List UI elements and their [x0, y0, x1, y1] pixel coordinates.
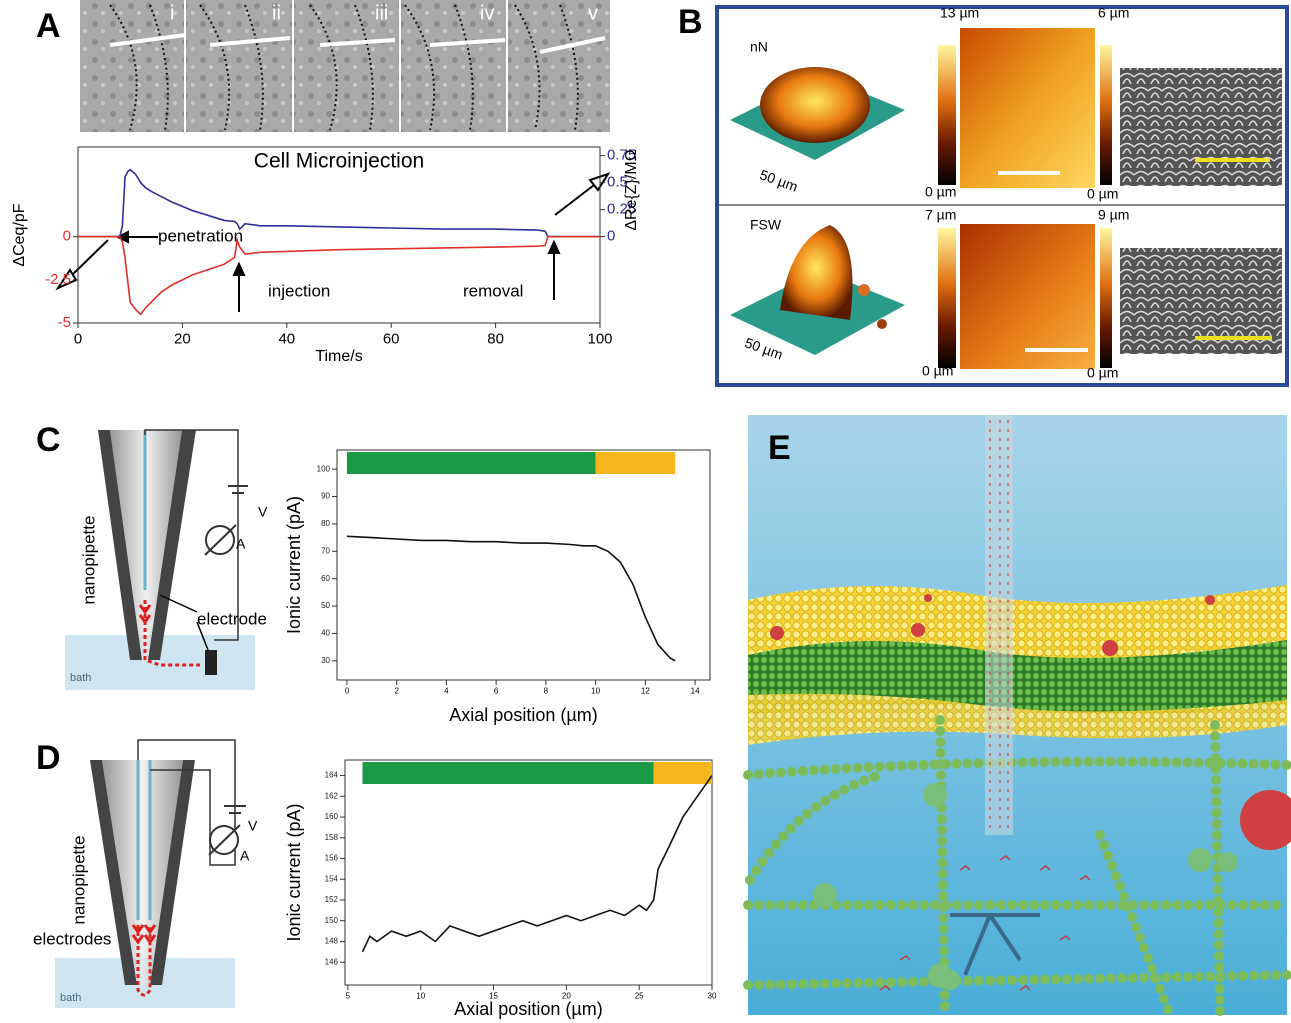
y-tick-label: 160 [325, 812, 339, 821]
schematic-label: electrode [197, 609, 267, 628]
y-tick-label: 162 [325, 791, 339, 800]
colorbar-min: 0 µm [1087, 365, 1118, 381]
schematic-label: V [258, 504, 268, 520]
x-tick-label: 80 [487, 330, 504, 347]
y-tick-label: 164 [325, 771, 339, 780]
y-tick-label: 70 [321, 546, 330, 555]
frame-label: iii [375, 2, 388, 24]
y-tick-label: 60 [321, 574, 330, 583]
row-label: nN [750, 39, 768, 55]
schematic-label: electrodes [33, 929, 111, 948]
micrograph-strip [80, 0, 610, 132]
x-tick-label: 10 [591, 687, 600, 696]
panel-label: D [36, 739, 61, 777]
plot-frame [337, 450, 710, 680]
frame-label: v [588, 2, 598, 24]
region-bar [596, 452, 676, 474]
data-line [347, 536, 675, 661]
schematic-label: bath [70, 672, 91, 684]
y-axis-label: ΔCeq/pF [11, 203, 28, 266]
colorbar-min: 0 µm [1087, 186, 1118, 202]
arrows [58, 174, 608, 312]
y-tick-label: 40 [321, 629, 330, 638]
chart-title: Cell Microinjection [254, 150, 424, 173]
row-label: FSW [750, 217, 782, 233]
data-line [363, 776, 713, 952]
x-tick-label: 12 [641, 687, 650, 696]
y-tick-label: 80 [321, 519, 330, 528]
x-tick-label: 30 [708, 992, 717, 1001]
y-tick-label: -5 [58, 314, 71, 331]
y-tick-label: 30 [321, 656, 330, 665]
x-tick-label: 5 [346, 992, 351, 1001]
x-tick-label: 2 [394, 687, 399, 696]
x-axis-label: Time/s [315, 348, 362, 365]
panel-label: B [678, 3, 703, 41]
y-tick-label: 146 [325, 957, 339, 966]
data-line [78, 237, 600, 315]
data-line [78, 170, 600, 237]
annotation: penetration [158, 226, 243, 245]
schematic-label: nanopipette [79, 516, 98, 605]
x-tick-label: 10 [416, 992, 425, 1001]
x-tick-label: 25 [635, 992, 644, 1001]
region-bar [347, 452, 596, 474]
y-tick-label: 152 [325, 895, 339, 904]
y-tick-label: 0 [63, 228, 71, 245]
x-tick-label: 60 [383, 330, 400, 347]
x-tick-label: 0 [74, 330, 82, 347]
x-axis-label: Axial position (µm) [449, 705, 597, 725]
y-tick-label: 158 [325, 833, 339, 842]
schematic-label: nanopipette [69, 836, 88, 925]
y2-tick-label: 0 [607, 228, 615, 245]
annotation: removal [463, 281, 523, 300]
schematic-label: V [248, 818, 258, 834]
y-axis-label: Ionic current (pA) [284, 803, 304, 941]
y-tick-label: 154 [325, 874, 339, 883]
colorbar-max: 13 µm [940, 5, 979, 21]
schematic-label: A [240, 848, 250, 864]
x-tick-label: 0 [345, 687, 350, 696]
colorbar-max: 7 µm [925, 207, 956, 223]
x-tick-label: 6 [494, 687, 499, 696]
frame-label: ii [272, 2, 281, 24]
y2-axis-label: ΔRe{Z}/MΩ [623, 149, 640, 230]
y-tick-label: 50 [321, 601, 330, 610]
y-tick-label: 90 [321, 492, 330, 501]
x-tick-label: 20 [174, 330, 191, 347]
schematic-label: A [236, 536, 246, 552]
colorbar-min: 0 µm [922, 363, 953, 379]
frame-label: i [170, 2, 174, 24]
annotation: injection [268, 281, 330, 300]
x-tick-label: 100 [587, 330, 612, 347]
y-tick-label: 150 [325, 916, 339, 925]
y-tick-label: -2.5 [45, 271, 71, 288]
panel-label: C [36, 421, 61, 459]
frame-label: iv [480, 2, 494, 24]
x-tick-label: 14 [691, 687, 700, 696]
panel-label: E [768, 429, 791, 467]
x-tick-label: 8 [544, 687, 549, 696]
y-axis-label: Ionic current (pA) [284, 496, 304, 634]
x-axis-label: Axial position (µm) [454, 999, 602, 1019]
colorbar-max: 9 µm [1098, 207, 1129, 223]
figure: A B C D i ii iii iv v penetration inject… [0, 0, 1291, 1023]
y-tick-label: 148 [325, 937, 339, 946]
schematic-label: bath [60, 992, 81, 1004]
illustration [748, 415, 1291, 1015]
colorbar-min: 0 µm [925, 184, 956, 200]
colorbar-max: 6 µm [1098, 5, 1129, 21]
panel-label: A [36, 7, 61, 45]
y-tick-label: 156 [325, 854, 339, 863]
y-tick-label: 100 [317, 464, 331, 473]
x-tick-label: 4 [444, 687, 449, 696]
x-tick-label: 40 [278, 330, 295, 347]
region-bar [654, 762, 712, 784]
region-bar [362, 762, 653, 784]
